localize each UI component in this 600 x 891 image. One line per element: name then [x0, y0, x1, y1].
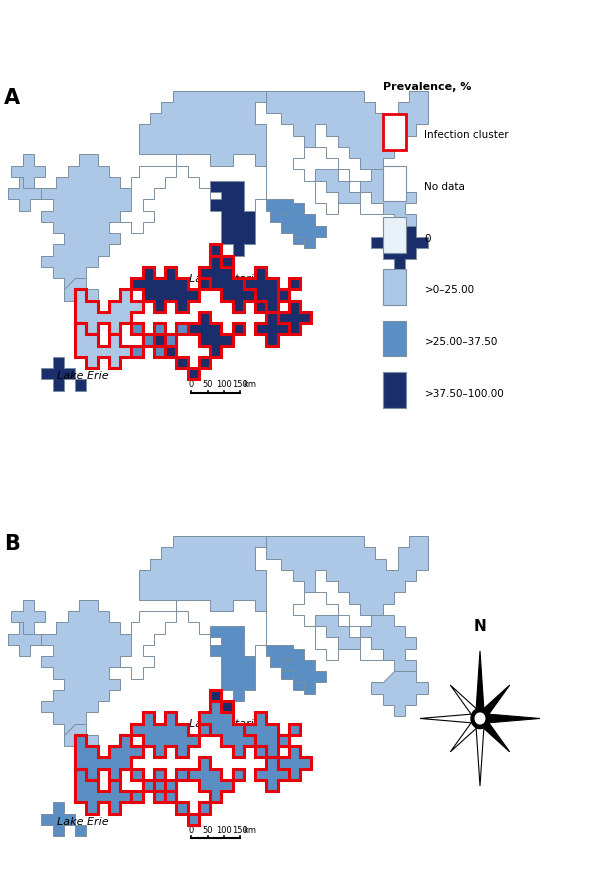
Polygon shape — [293, 147, 383, 215]
FancyBboxPatch shape — [383, 166, 406, 201]
Polygon shape — [154, 780, 210, 825]
Polygon shape — [293, 593, 383, 660]
Polygon shape — [7, 176, 41, 210]
Text: km: km — [244, 826, 257, 835]
Text: 100: 100 — [216, 380, 232, 389]
Polygon shape — [187, 757, 244, 802]
Polygon shape — [75, 769, 131, 813]
Polygon shape — [476, 651, 485, 718]
Text: >25.00–37.50: >25.00–37.50 — [424, 337, 498, 347]
Polygon shape — [266, 536, 427, 615]
FancyBboxPatch shape — [383, 321, 406, 356]
Text: Lake Erie: Lake Erie — [56, 817, 109, 827]
Polygon shape — [139, 91, 266, 166]
Polygon shape — [11, 154, 45, 188]
Polygon shape — [480, 714, 540, 723]
Text: 150: 150 — [232, 380, 248, 389]
Polygon shape — [139, 536, 266, 611]
Polygon shape — [176, 600, 266, 656]
Polygon shape — [7, 622, 41, 656]
Polygon shape — [64, 278, 97, 312]
Text: 50: 50 — [202, 380, 213, 389]
Polygon shape — [255, 300, 289, 346]
Polygon shape — [266, 91, 427, 169]
Polygon shape — [131, 323, 187, 356]
Text: km: km — [244, 380, 257, 389]
Text: Infection cluster: Infection cluster — [424, 130, 509, 141]
Polygon shape — [281, 203, 326, 248]
Polygon shape — [244, 712, 300, 757]
Circle shape — [475, 713, 485, 723]
Polygon shape — [244, 266, 300, 312]
Text: Lake Ontario: Lake Ontario — [189, 719, 261, 730]
Text: 50: 50 — [202, 826, 213, 835]
Polygon shape — [266, 645, 315, 690]
Text: 100: 100 — [216, 826, 232, 835]
Polygon shape — [199, 701, 266, 757]
Polygon shape — [371, 671, 427, 716]
FancyBboxPatch shape — [383, 217, 406, 253]
Polygon shape — [451, 715, 483, 752]
Polygon shape — [187, 312, 244, 356]
Text: No data: No data — [424, 182, 466, 192]
Polygon shape — [64, 723, 97, 757]
Text: Lake Erie: Lake Erie — [56, 372, 109, 381]
Polygon shape — [266, 200, 315, 244]
FancyBboxPatch shape — [383, 372, 406, 408]
Polygon shape — [131, 769, 187, 802]
Text: >37.50–100.00: >37.50–100.00 — [424, 388, 504, 399]
Polygon shape — [109, 611, 176, 679]
Polygon shape — [210, 181, 255, 256]
Polygon shape — [41, 356, 86, 390]
Polygon shape — [371, 225, 427, 271]
Polygon shape — [451, 685, 483, 722]
Polygon shape — [210, 690, 233, 712]
Text: 0: 0 — [188, 826, 194, 835]
Text: N: N — [473, 619, 487, 634]
Polygon shape — [75, 290, 143, 334]
Text: >0–25.00: >0–25.00 — [424, 285, 475, 296]
Polygon shape — [75, 735, 143, 780]
Polygon shape — [41, 154, 131, 290]
Polygon shape — [176, 154, 266, 210]
Polygon shape — [210, 626, 255, 701]
Text: Prevalence, %: Prevalence, % — [383, 82, 472, 92]
Text: B: B — [4, 534, 20, 554]
Text: A: A — [4, 88, 20, 109]
Polygon shape — [255, 746, 289, 791]
Polygon shape — [360, 169, 416, 225]
Polygon shape — [154, 334, 210, 380]
Polygon shape — [109, 166, 176, 233]
Polygon shape — [315, 615, 360, 649]
Polygon shape — [281, 649, 326, 693]
Polygon shape — [41, 600, 131, 735]
Text: 150: 150 — [232, 826, 248, 835]
Polygon shape — [277, 735, 311, 780]
Polygon shape — [360, 615, 416, 671]
Polygon shape — [420, 714, 480, 723]
Polygon shape — [277, 290, 311, 334]
Text: 0: 0 — [424, 233, 431, 244]
Polygon shape — [131, 266, 210, 312]
FancyBboxPatch shape — [383, 114, 406, 150]
Text: 0: 0 — [188, 380, 194, 389]
Polygon shape — [11, 600, 45, 634]
Polygon shape — [131, 712, 210, 757]
Polygon shape — [477, 685, 509, 722]
Polygon shape — [199, 256, 266, 312]
Polygon shape — [476, 718, 485, 786]
Polygon shape — [75, 323, 131, 368]
Text: Lake Ontario: Lake Ontario — [189, 274, 261, 284]
Polygon shape — [41, 802, 86, 836]
Polygon shape — [477, 715, 509, 752]
Circle shape — [471, 708, 489, 729]
Polygon shape — [315, 169, 360, 203]
Polygon shape — [210, 244, 233, 266]
FancyBboxPatch shape — [383, 269, 406, 305]
